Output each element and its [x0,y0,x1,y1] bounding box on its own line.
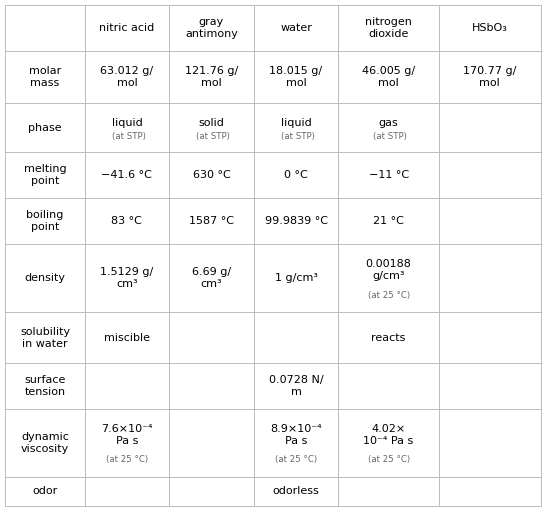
Text: 7.6×10⁻⁴
Pa s: 7.6×10⁻⁴ Pa s [101,424,153,446]
Text: −11 °C: −11 °C [369,170,408,180]
Text: 6.69 g/
cm³: 6.69 g/ cm³ [192,267,231,289]
Text: 121.76 g/
mol: 121.76 g/ mol [185,66,238,88]
Text: 630 °C: 630 °C [193,170,230,180]
Text: molar
mass: molar mass [29,66,61,88]
Text: liquid: liquid [111,118,143,128]
Text: density: density [25,273,66,283]
Text: phase: phase [28,123,62,132]
Text: HSbO₃: HSbO₃ [472,23,508,33]
Text: surface
tension: surface tension [25,375,66,397]
Text: 63.012 g/
mol: 63.012 g/ mol [100,66,153,88]
Text: 4.02×
10⁻⁴ Pa s: 4.02× 10⁻⁴ Pa s [364,424,414,446]
Text: 1.5129 g/
cm³: 1.5129 g/ cm³ [100,267,153,289]
Text: (at STP): (at STP) [111,132,145,141]
Text: 21 °C: 21 °C [373,216,404,226]
Text: (at 25 °C): (at 25 °C) [367,291,410,300]
Text: 18.015 g/
mol: 18.015 g/ mol [269,66,323,88]
Text: (at 25 °C): (at 25 °C) [275,455,317,464]
Text: 1 g/cm³: 1 g/cm³ [275,273,318,283]
Text: 1587 °C: 1587 °C [189,216,234,226]
Text: (at STP): (at STP) [373,132,407,141]
Text: dynamic
viscosity: dynamic viscosity [21,432,69,454]
Text: boiling
point: boiling point [26,211,64,233]
Text: 0.00188
g/cm³: 0.00188 g/cm³ [366,259,412,281]
Text: gray
antimony: gray antimony [185,17,238,39]
Text: 83 °C: 83 °C [111,216,143,226]
Text: liquid: liquid [281,118,311,128]
Text: odorless: odorless [272,486,319,496]
Text: solid: solid [199,118,224,128]
Text: 8.9×10⁻⁴
Pa s: 8.9×10⁻⁴ Pa s [270,424,322,446]
Text: 0.0728 N/
m: 0.0728 N/ m [269,375,323,397]
Text: gas: gas [379,118,399,128]
Text: (at 25 °C): (at 25 °C) [106,455,148,464]
Text: −41.6 °C: −41.6 °C [102,170,152,180]
Text: 0 °C: 0 °C [284,170,308,180]
Text: solubility
in water: solubility in water [20,327,70,349]
Text: water: water [280,23,312,33]
Text: (at 25 °C): (at 25 °C) [367,455,410,464]
Text: melting
point: melting point [23,164,67,186]
Text: 46.005 g/
mol: 46.005 g/ mol [362,66,415,88]
Text: odor: odor [32,486,58,496]
Text: 170.77 g/
mol: 170.77 g/ mol [463,66,517,88]
Text: miscible: miscible [104,333,150,342]
Text: nitric acid: nitric acid [99,23,155,33]
Text: 99.9839 °C: 99.9839 °C [264,216,328,226]
Text: (at STP): (at STP) [196,132,230,141]
Text: nitrogen
dioxide: nitrogen dioxide [365,17,412,39]
Text: (at STP): (at STP) [281,132,314,141]
Text: reacts: reacts [371,333,406,342]
